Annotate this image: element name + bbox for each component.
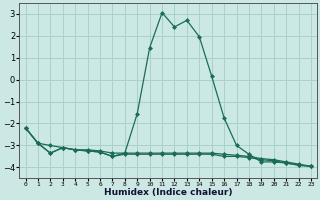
X-axis label: Humidex (Indice chaleur): Humidex (Indice chaleur) [104, 188, 233, 197]
